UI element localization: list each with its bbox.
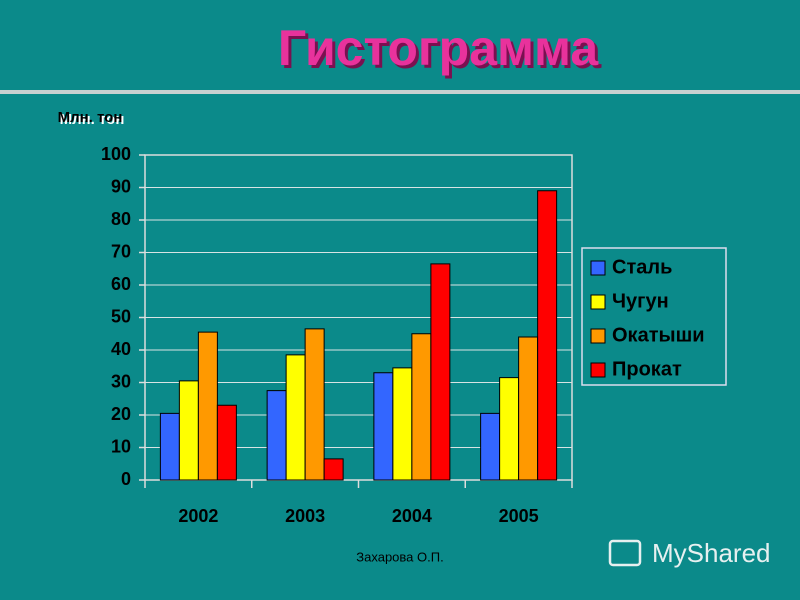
y-tick-label: 80 bbox=[111, 209, 131, 229]
bar bbox=[392, 367, 413, 481]
legend-swatch bbox=[590, 294, 606, 310]
bar bbox=[285, 354, 306, 481]
y-axis-label: Млн. тон bbox=[58, 109, 123, 126]
bar bbox=[323, 458, 344, 481]
y-label-shadow: Млн. тон bbox=[60, 111, 125, 128]
x-tick-label: 2005 bbox=[499, 506, 539, 526]
watermark: MyShared bbox=[652, 538, 771, 568]
y-tick-label: 10 bbox=[111, 436, 131, 456]
y-tick-label: 20 bbox=[111, 404, 131, 424]
legend-label: Прокат bbox=[612, 358, 682, 380]
watermark-icon bbox=[608, 539, 642, 567]
legend-box bbox=[581, 247, 727, 386]
y-tick-label: 50 bbox=[111, 306, 131, 326]
x-tick-label: 2003 bbox=[285, 506, 325, 526]
y-tick-label: 60 bbox=[111, 274, 131, 294]
legend-swatch bbox=[590, 362, 606, 378]
legend-swatch bbox=[590, 328, 606, 344]
legend-label: Сталь bbox=[612, 256, 672, 278]
bar bbox=[480, 412, 501, 481]
y-tick-label: 70 bbox=[111, 241, 131, 261]
chart-title: Гистограмма bbox=[278, 20, 600, 76]
y-tick-label: 90 bbox=[111, 176, 131, 196]
y-tick-label: 0 bbox=[121, 469, 131, 489]
bar bbox=[373, 372, 394, 481]
bar bbox=[266, 390, 287, 481]
bar bbox=[499, 377, 520, 481]
bar bbox=[537, 190, 558, 481]
x-tick-label: 2002 bbox=[178, 506, 218, 526]
bar bbox=[304, 328, 325, 481]
bar bbox=[216, 404, 237, 481]
y-tick-label: 40 bbox=[111, 339, 131, 359]
footer: Захарова О.П. bbox=[356, 549, 443, 564]
title-shadow: Гистограмма bbox=[281, 23, 603, 79]
y-tick-label: 30 bbox=[111, 371, 131, 391]
bar bbox=[159, 412, 180, 481]
bar bbox=[197, 331, 218, 481]
title-rule bbox=[0, 90, 800, 94]
bar bbox=[178, 380, 199, 481]
y-tick-label: 100 bbox=[101, 144, 131, 164]
legend-label: Окатыши bbox=[612, 324, 705, 346]
legend-swatch bbox=[590, 260, 606, 276]
legend-label: Чугун bbox=[612, 290, 669, 312]
x-tick-label: 2004 bbox=[392, 506, 432, 526]
bar bbox=[518, 336, 539, 481]
bar bbox=[411, 333, 432, 481]
bar bbox=[430, 263, 451, 481]
